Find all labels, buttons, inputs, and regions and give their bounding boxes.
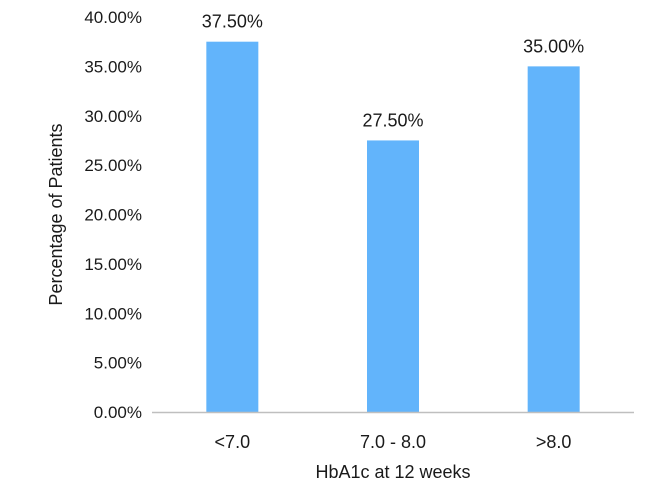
bar-data-label: 35.00% <box>523 36 584 56</box>
y-tick-label: 25.00% <box>84 156 142 175</box>
y-tick-label: 10.00% <box>84 304 142 323</box>
bar <box>367 140 419 412</box>
bar <box>527 66 580 412</box>
y-tick-label: 40.00% <box>84 8 142 27</box>
y-tick-label: 35.00% <box>84 57 142 76</box>
y-axis-title: Percentage of Patients <box>46 123 66 305</box>
y-tick-label: 5.00% <box>94 354 142 373</box>
y-tick-label: 20.00% <box>84 206 142 225</box>
y-tick-label: 0.00% <box>94 403 142 422</box>
bar <box>206 41 259 412</box>
x-category-label: >8.0 <box>536 432 572 452</box>
bar-data-label: 37.50% <box>202 12 263 32</box>
x-category-label: <7.0 <box>215 432 251 452</box>
x-category-label: 7.0 - 8.0 <box>360 432 426 452</box>
bar-data-label: 27.50% <box>362 110 423 130</box>
y-tick-label: 30.00% <box>84 107 142 126</box>
data-labels: 37.50% 27.50% 35.00% <box>202 12 584 131</box>
x-axis-category-labels: <7.0 7.0 - 8.0 >8.0 <box>215 432 572 452</box>
y-tick-label: 15.00% <box>84 255 142 274</box>
y-axis-ticks: 0.00% 5.00% 10.00% 15.00% 20.00% 25.00% 30.00%… <box>84 8 142 422</box>
x-axis-title: HbA1c at 12 weeks <box>315 462 470 482</box>
bars <box>206 41 580 412</box>
